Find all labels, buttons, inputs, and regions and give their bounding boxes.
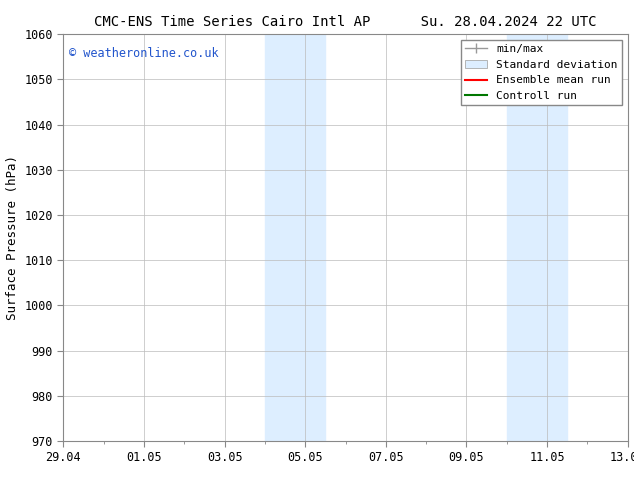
Legend: min/max, Standard deviation, Ensemble mean run, Controll run: min/max, Standard deviation, Ensemble me… — [461, 40, 622, 105]
Y-axis label: Surface Pressure (hPa): Surface Pressure (hPa) — [6, 155, 19, 320]
Title: CMC-ENS Time Series Cairo Intl AP      Su. 28.04.2024 22 UTC: CMC-ENS Time Series Cairo Intl AP Su. 28… — [94, 15, 597, 29]
Bar — [265, 34, 325, 441]
Text: © weatheronline.co.uk: © weatheronline.co.uk — [69, 47, 219, 59]
Bar — [507, 34, 567, 441]
